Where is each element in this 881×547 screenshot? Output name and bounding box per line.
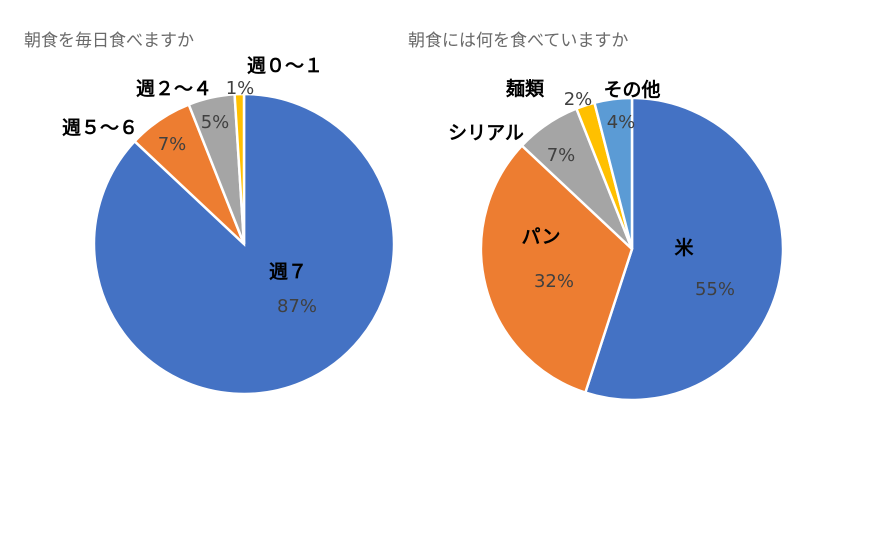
percent-label-4: 1% (226, 78, 255, 99)
category-label-4: 麺類 (505, 77, 545, 100)
pie-slice-2 (479, 143, 634, 395)
category-label-3: 週２〜４ (136, 78, 212, 100)
percent-label-3: 5% (201, 112, 230, 133)
pie-slice-1 (92, 92, 396, 396)
percent-label-1: 55% (695, 279, 735, 300)
category-label-4: 週０〜１ (247, 55, 323, 77)
pie-slice-4 (233, 92, 246, 245)
pie-slice-5 (592, 96, 634, 250)
percent-label-3: 7% (547, 145, 576, 166)
chart-1-labels: 週７ 87% 週５〜６ 7% 週２〜４ 5% 週０〜１1% (62, 55, 323, 317)
chart-2-slices (479, 96, 785, 402)
category-label-1: 週７ (269, 261, 307, 283)
percent-label-4: 2% (564, 89, 593, 110)
category-label-2: 週５〜６ (62, 117, 138, 139)
percent-label-1: 87% (277, 296, 317, 317)
chart-breakfast-food: 朝食には何を食べていますか 米55% パン 32% シリアル 7% 麺類 2% その他 4% (408, 31, 785, 402)
percent-label-2: 7% (158, 134, 187, 155)
percent-label-2: 32% (534, 271, 574, 292)
chart-1-title: 朝食を毎日食べますか (24, 31, 194, 51)
category-label-3: シリアル (448, 122, 524, 144)
chart-breakfast-frequency: 朝食を毎日食べますか 週７ 87% 週５〜６ 7% 週２〜４ 5% 週０〜１1% (24, 31, 396, 396)
chart-1-slices (92, 92, 396, 396)
category-label-5: その他 (603, 78, 660, 101)
category-label-2: パン (522, 226, 561, 248)
chart-2-labels: 米55% パン 32% シリアル 7% 麺類 2% その他 4% (448, 77, 735, 300)
chart-2-title: 朝食には何を食べていますか (408, 31, 628, 51)
category-label-1: 米 (674, 236, 694, 259)
percent-label-5: 4% (607, 112, 636, 133)
pie-slice-1 (583, 96, 785, 402)
